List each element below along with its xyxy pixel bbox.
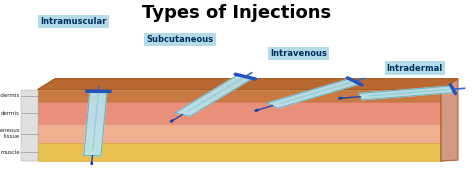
Text: Intravenous: Intravenous bbox=[270, 49, 327, 58]
Text: dermis: dermis bbox=[1, 111, 20, 116]
Polygon shape bbox=[175, 75, 253, 116]
Text: Intradermal: Intradermal bbox=[387, 64, 443, 72]
FancyBboxPatch shape bbox=[38, 143, 441, 161]
Polygon shape bbox=[358, 86, 455, 100]
FancyBboxPatch shape bbox=[38, 124, 441, 143]
Polygon shape bbox=[441, 79, 458, 161]
Text: Types of Injections: Types of Injections bbox=[143, 4, 331, 23]
Text: muscle: muscle bbox=[0, 150, 20, 155]
Text: subcutaneous
tissue: subcutaneous tissue bbox=[0, 128, 20, 139]
FancyBboxPatch shape bbox=[38, 90, 441, 102]
Polygon shape bbox=[38, 79, 458, 90]
FancyBboxPatch shape bbox=[38, 102, 441, 124]
Polygon shape bbox=[267, 79, 360, 108]
Text: Subcutaneous: Subcutaneous bbox=[146, 35, 214, 44]
Text: Intramuscular: Intramuscular bbox=[40, 17, 107, 26]
Polygon shape bbox=[84, 91, 107, 156]
Text: epidermis: epidermis bbox=[0, 93, 20, 98]
FancyBboxPatch shape bbox=[21, 90, 38, 161]
